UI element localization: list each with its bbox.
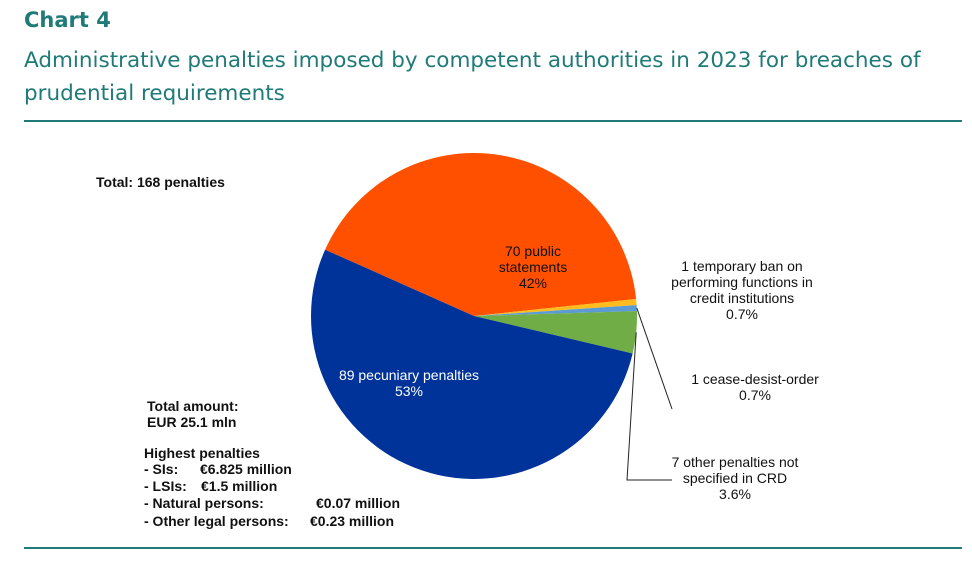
slice-label-cease-desist: 1 cease-desist-order 0.7% [691,371,819,403]
bottom-divider [24,547,962,549]
slice-pecuniary [311,249,633,479]
slice-label-line: performing functions in [671,274,813,290]
highest-sis-label: - SIs: [144,461,178,477]
slice-label-temporary-ban: 1 temporary ban on performing functions i… [671,258,813,322]
chart-title: Administrative penalties imposed by comp… [24,48,921,106]
leader-line-other [626,332,672,481]
leader-lines [626,307,673,481]
slice-label-public-statements: 70 public statements 42% [499,243,567,291]
leader-line-cease-desist [636,307,673,410]
slice-label-line: 7 other penalties not [672,454,799,470]
highest-natural-value: €0.07 million [316,495,400,511]
slice-label-line: 0.7% [739,387,771,403]
slice-label-line: 1 cease-desist-order [691,371,819,387]
slice-label-line: 89 pecuniary penalties [339,367,479,383]
slice-label-line: 53% [395,383,423,399]
slice-label-other: 7 other penalties not specified in CRD 3.6… [672,454,799,502]
highest-other-label: - Other legal persons: [144,513,289,529]
highest-lsis-label: - LSIs: [144,478,187,494]
highest-other-value: €0.23 million [310,513,394,529]
total-penalties-note: Total: 168 penalties [96,174,225,190]
slice-public-statements [325,152,637,316]
slice-label-line: 70 public [505,243,561,259]
total-amount-label: Total amount: [147,398,239,414]
slice-other [474,311,638,354]
slice-cease-desist [474,305,637,316]
chart-number: Chart 4 [24,8,111,32]
slice-label-line: 3.6% [719,486,751,502]
slice-temporary-ban [474,298,637,316]
slice-label-pecuniary: 89 pecuniary penalties 53% [339,367,479,399]
highest-penalties-heading: Highest penalties [144,445,260,461]
slice-label-line: 0.7% [726,306,758,322]
slice-labels: 70 public statements 42% 1 temporary ban on… [339,243,819,502]
pie-slices [311,152,638,479]
slice-label-line: credit institutions [690,290,794,306]
highest-natural-label: - Natural persons: [144,495,264,511]
highest-lsis-value: €1.5 million [201,478,277,494]
slice-label-line: 1 temporary ban on [681,258,802,274]
slice-label-line: specified in CRD [683,470,787,486]
slice-label-line: 42% [519,275,547,291]
top-divider [24,120,962,122]
total-amount-value: EUR 25.1 mln [147,414,236,430]
highest-sis-value: €6.825 million [200,461,292,477]
slice-label-line: statements [499,259,567,275]
